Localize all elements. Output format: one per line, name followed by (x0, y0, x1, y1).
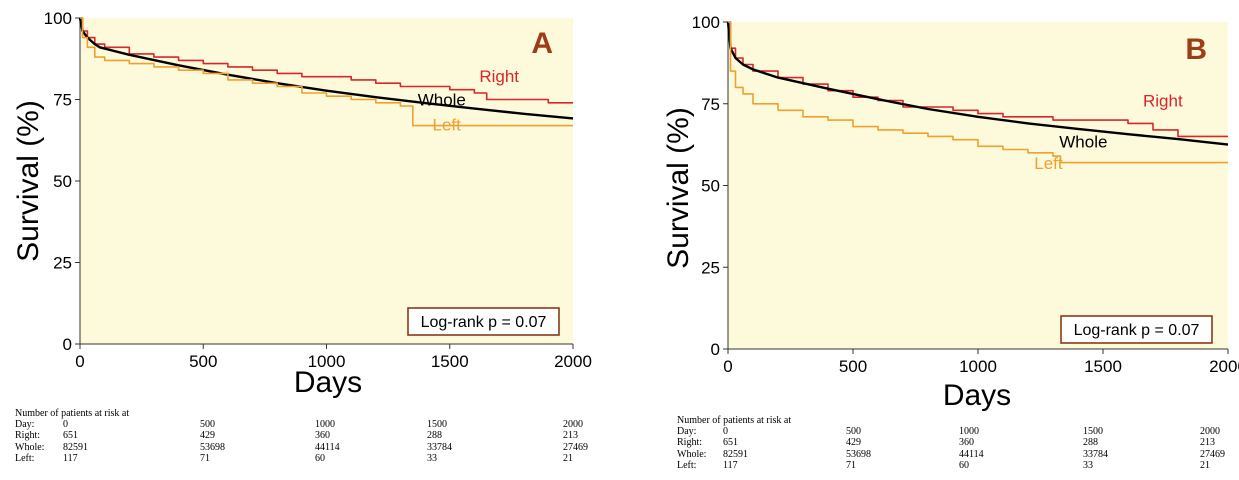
y-tick-label: 0 (63, 335, 72, 354)
risk-cell: 429 (846, 437, 861, 449)
risk-cell: 2000 (563, 419, 583, 431)
y-tick-label: 100 (44, 9, 72, 28)
y-tick-label: 50 (53, 172, 72, 191)
risk-cell: 360 (959, 437, 974, 449)
x-tick-label: 500 (189, 352, 217, 371)
risk-table-title: Number of patients at risk at (677, 415, 792, 426)
risk-cell: 500 (846, 426, 861, 438)
y-tick-label: 50 (701, 177, 720, 196)
risk-cell: 27469 (563, 441, 588, 453)
risk-cell: 117 (63, 452, 78, 464)
series-line-right (728, 21, 1228, 138)
risk-cell: 651 (63, 430, 78, 442)
panel-letter: B (1185, 33, 1207, 66)
plot-area (80, 18, 573, 344)
series-label-left: Left (432, 115, 461, 134)
risk-cell: 44114 (315, 441, 340, 453)
series-label-whole: Whole (1059, 133, 1107, 152)
logrank-box (1060, 315, 1213, 344)
panel-letter: A (531, 27, 553, 60)
series-label-right: Right (1143, 91, 1183, 110)
risk-row-label: Right: (15, 430, 41, 442)
risk-cell: 1500 (427, 419, 447, 431)
risk-row-label: Day: (677, 426, 697, 438)
risk-cell: 71 (846, 459, 856, 471)
logrank-box (407, 307, 560, 336)
risk-cell: 1000 (315, 419, 335, 431)
risk-cell: 21 (563, 452, 573, 464)
series-line-left (728, 21, 1228, 164)
y-tick-label: 0 (711, 340, 720, 359)
risk-cell: 0 (63, 419, 68, 431)
risk-cell: 33784 (427, 441, 452, 453)
x-tick-label: 1500 (431, 352, 469, 371)
risk-cell: 500 (200, 419, 215, 431)
x-tick-label: 2000 (554, 352, 592, 371)
risk-row-label: Day: (15, 419, 35, 431)
risk-cell: 213 (563, 430, 578, 442)
risk-cell: 53698 (200, 441, 225, 453)
logrank-label: Log-rank p = 0.07 (421, 314, 547, 331)
risk-cell: 33 (1083, 459, 1093, 471)
risk-row-label: Whole: (677, 448, 707, 460)
risk-cell: 60 (315, 452, 325, 464)
y-axis-label: Survival (%) (662, 107, 695, 269)
risk-cell: 2000 (1200, 426, 1220, 438)
risk-cell: 82591 (723, 448, 748, 460)
y-tick-label: 75 (53, 91, 72, 110)
series-label-whole: Whole (418, 91, 466, 110)
risk-row-label: Left: (677, 459, 697, 471)
x-tick-label: 500 (839, 357, 867, 376)
x-axis-label: Days (943, 379, 1011, 412)
y-tick-label: 100 (692, 13, 720, 32)
series-label-left: Left (1034, 154, 1063, 173)
series-line-whole (726, 21, 1229, 146)
logrank-label: Log-rank p = 0.07 (1074, 322, 1200, 339)
x-tick-label: 1000 (959, 357, 997, 376)
risk-cell: 651 (723, 437, 738, 449)
risk-cell: 288 (427, 430, 442, 442)
risk-row-label: Left: (15, 452, 35, 464)
risk-cell: 44114 (959, 448, 984, 460)
risk-row-label: Whole: (15, 441, 45, 453)
risk-cell: 213 (1200, 437, 1215, 449)
x-axis-label: Days (294, 366, 362, 399)
risk-cell: 27469 (1200, 448, 1225, 460)
risk-cell: 21 (1200, 459, 1210, 471)
risk-table-title: Number of patients at risk at (15, 408, 130, 419)
series-label-right: Right (479, 67, 519, 86)
y-tick-label: 25 (53, 254, 72, 273)
risk-cell: 60 (959, 459, 969, 471)
risk-cell: 1500 (1083, 426, 1103, 438)
risk-cell: 429 (200, 430, 215, 442)
plot-area (728, 22, 1228, 349)
x-tick-label: 1500 (1084, 357, 1122, 376)
risk-cell: 0 (723, 426, 728, 438)
x-tick-label: 0 (723, 357, 732, 376)
risk-cell: 71 (200, 452, 210, 464)
y-tick-label: 25 (701, 258, 720, 277)
risk-cell: 360 (315, 430, 330, 442)
y-tick-label: 75 (701, 95, 720, 114)
risk-cell: 53698 (846, 448, 871, 460)
risk-cell: 33 (427, 452, 437, 464)
risk-row-label: Right: (677, 437, 703, 449)
risk-cell: 117 (723, 459, 738, 471)
x-tick-label: 2000 (1209, 357, 1239, 376)
x-tick-label: 0 (75, 352, 84, 371)
risk-cell: 288 (1083, 437, 1098, 449)
series-line-left (80, 17, 573, 127)
series-line-right (80, 17, 573, 104)
risk-cell: 82591 (63, 441, 88, 453)
risk-cell: 1000 (959, 426, 979, 438)
y-axis-label: Survival (%) (12, 100, 45, 262)
x-tick-label: 1000 (308, 352, 346, 371)
risk-cell: 33784 (1083, 448, 1108, 460)
